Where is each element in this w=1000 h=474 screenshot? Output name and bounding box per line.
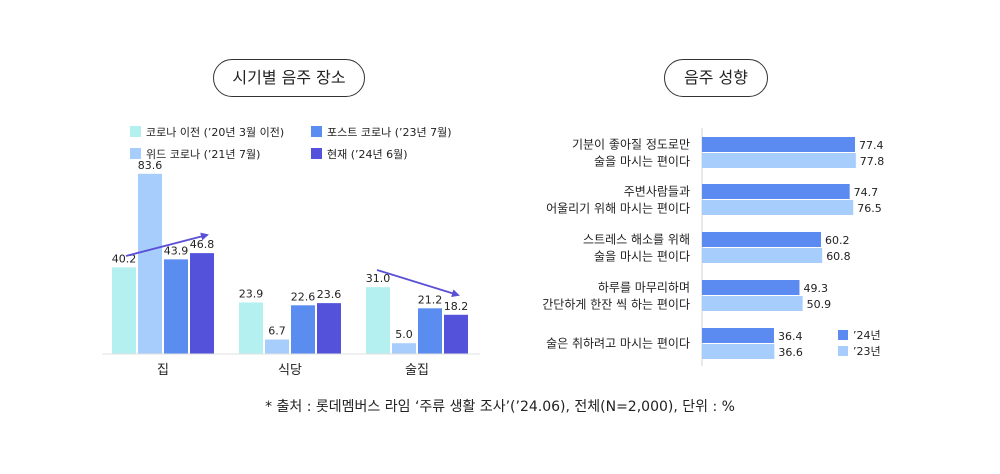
bar-2-4 [317, 303, 341, 354]
hbar-value-1-2: 77.8 [860, 155, 885, 168]
bar-value-1-3: 43.9 [164, 244, 189, 257]
bar-value-3-2: 5.0 [395, 328, 413, 341]
y-tick-label-1-line-2: 술을 마시는 편이다 [594, 155, 690, 169]
hbar-2-2 [702, 200, 854, 215]
right-chart-title: 음주 성향 [664, 59, 768, 97]
trend-arrow-down [376, 269, 460, 298]
hbar-5-1 [702, 328, 774, 343]
bar-value-3-4: 18.2 [444, 300, 469, 313]
legend-swatch-1 [130, 126, 141, 137]
y-tick-label-4-line-2: 간단하게 한잔 씩 하는 편이다 [542, 298, 690, 312]
right-legend-swatch-1 [838, 330, 848, 340]
hbar-4-2 [702, 296, 803, 311]
legend-label-1: 코로나 이전 (’20년 3월 이전) [146, 126, 284, 139]
bar-value-2-1: 23.9 [239, 287, 264, 300]
bar-value-2-2: 6.7 [268, 325, 286, 338]
bar-1-3 [164, 259, 188, 354]
hbar-1-2 [702, 153, 856, 168]
bar-3-4 [444, 314, 468, 354]
bar-2-2 [265, 339, 289, 354]
y-tick-label-2-line-2: 어울리기 위해 마시는 편이다 [546, 202, 690, 216]
x-tick-label-3: 술집 [405, 363, 429, 378]
hbar-value-2-1: 74.7 [854, 186, 879, 199]
hbar-value-3-1: 60.2 [825, 234, 850, 247]
right-legend-label-1: ’24년 [853, 329, 881, 342]
bar-2-3 [291, 305, 315, 354]
bar-value-1-4: 46.8 [190, 238, 215, 251]
bar-2-1 [239, 302, 263, 354]
x-tick-label-2: 식당 [278, 363, 302, 378]
source-note: * 출처 : 롯데멤버스 라임 ‘주류 생활 조사’(’24.06), 전체(N… [265, 399, 735, 415]
y-tick-label-5-line-1: 술은 취하려고 마시는 편이다 [546, 337, 690, 351]
bar-value-2-4: 23.6 [317, 288, 342, 301]
bar-3-3 [418, 308, 442, 354]
hbar-value-5-1: 36.4 [778, 330, 803, 343]
bar-3-1 [366, 287, 390, 354]
bar-1-1 [112, 267, 136, 354]
legend-swatch-3 [311, 126, 322, 137]
x-tick-label-1: 집 [157, 363, 169, 378]
right-legend-label-2: ’23년 [853, 345, 881, 358]
hbar-value-4-2: 50.9 [807, 298, 832, 311]
legend-swatch-2 [130, 148, 141, 159]
left-chart-title: 시기별 음주 장소 [213, 59, 365, 97]
bar-value-2-3: 22.6 [291, 290, 316, 303]
hbar-3-1 [702, 232, 822, 247]
right-legend-swatch-2 [838, 346, 848, 356]
bar-1-2 [138, 173, 162, 354]
legend-label-2: 위드 코로나 (’21년 7월) [146, 148, 260, 161]
bar-value-3-1: 31.0 [366, 272, 391, 285]
hbar-value-5-2: 36.6 [778, 346, 803, 359]
y-tick-label-4-line-1: 하루를 마무리하며 [598, 281, 690, 295]
hbar-value-2-2: 76.5 [857, 202, 882, 215]
hbar-4-1 [702, 280, 800, 295]
hbar-1-1 [702, 137, 856, 152]
hbar-3-2 [702, 248, 823, 263]
bar-value-3-3: 21.2 [418, 293, 443, 306]
legend-label-4: 현재 (’24년 6월) [327, 148, 408, 161]
bar-value-1-2: 83.6 [138, 159, 163, 172]
trend-arrow-up [125, 232, 209, 257]
y-tick-label-3-line-1: 스트레스 해소를 위해 [583, 233, 690, 247]
hbar-2-1 [702, 184, 850, 199]
hbar-value-4-1: 49.3 [803, 282, 828, 295]
y-tick-label-1-line-1: 기분이 좋아질 정도로만 [572, 138, 690, 152]
y-tick-label-2-line-1: 주변사람들과 [624, 185, 690, 199]
hbar-value-3-2: 60.8 [826, 250, 851, 263]
y-tick-label-3-line-2: 술을 마시는 편이다 [594, 250, 690, 264]
hbar-5-2 [702, 344, 775, 359]
bar-3-2 [392, 343, 416, 354]
bar-1-4 [190, 253, 214, 354]
legend-label-3: 포스트 코로나 (’23년 7월) [327, 126, 452, 139]
legend-swatch-4 [311, 148, 322, 159]
hbar-value-1-1: 77.4 [859, 139, 884, 152]
